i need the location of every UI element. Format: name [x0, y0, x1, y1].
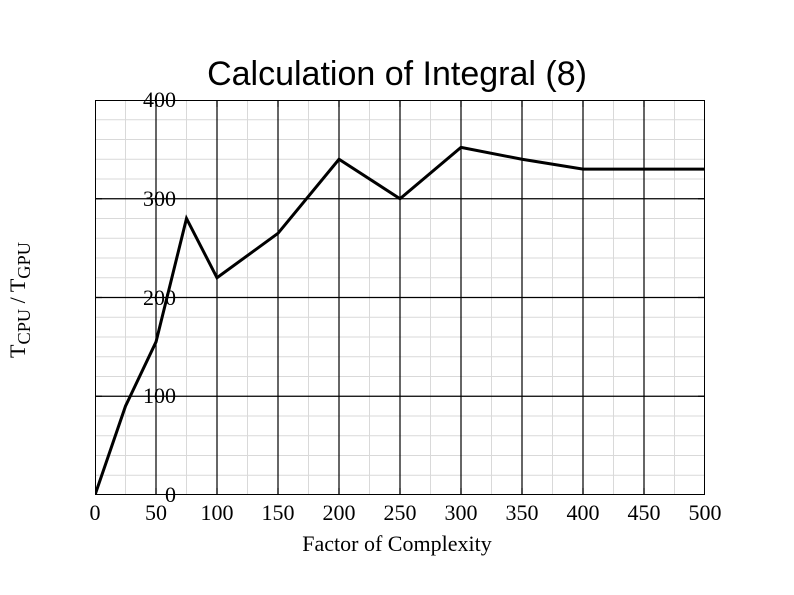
x-tick-label: 100 [201, 500, 234, 526]
y-tick-label: 200 [143, 285, 176, 311]
chart-title: Calculation of Integral (8) [0, 55, 794, 94]
x-tick-label: 250 [384, 500, 417, 526]
x-tick-label: 350 [506, 500, 539, 526]
plot-area [95, 100, 705, 495]
y-tick-label: 300 [143, 186, 176, 212]
chart-container: Calculation of Integral (8) TCPU / TGPU … [0, 0, 794, 595]
x-tick-label: 200 [323, 500, 356, 526]
y-tick-label: 100 [143, 383, 176, 409]
x-tick-label: 400 [567, 500, 600, 526]
x-tick-label: 0 [90, 500, 101, 526]
y-tick-label: 400 [143, 87, 176, 113]
x-tick-label: 450 [628, 500, 661, 526]
x-tick-label: 50 [145, 500, 167, 526]
x-axis-label: Factor of Complexity [0, 531, 794, 557]
x-tick-label: 300 [445, 500, 478, 526]
x-tick-label: 150 [262, 500, 295, 526]
chart-svg [95, 100, 705, 495]
x-tick-label: 500 [689, 500, 722, 526]
y-axis-label: TCPU / TGPU [5, 242, 35, 358]
